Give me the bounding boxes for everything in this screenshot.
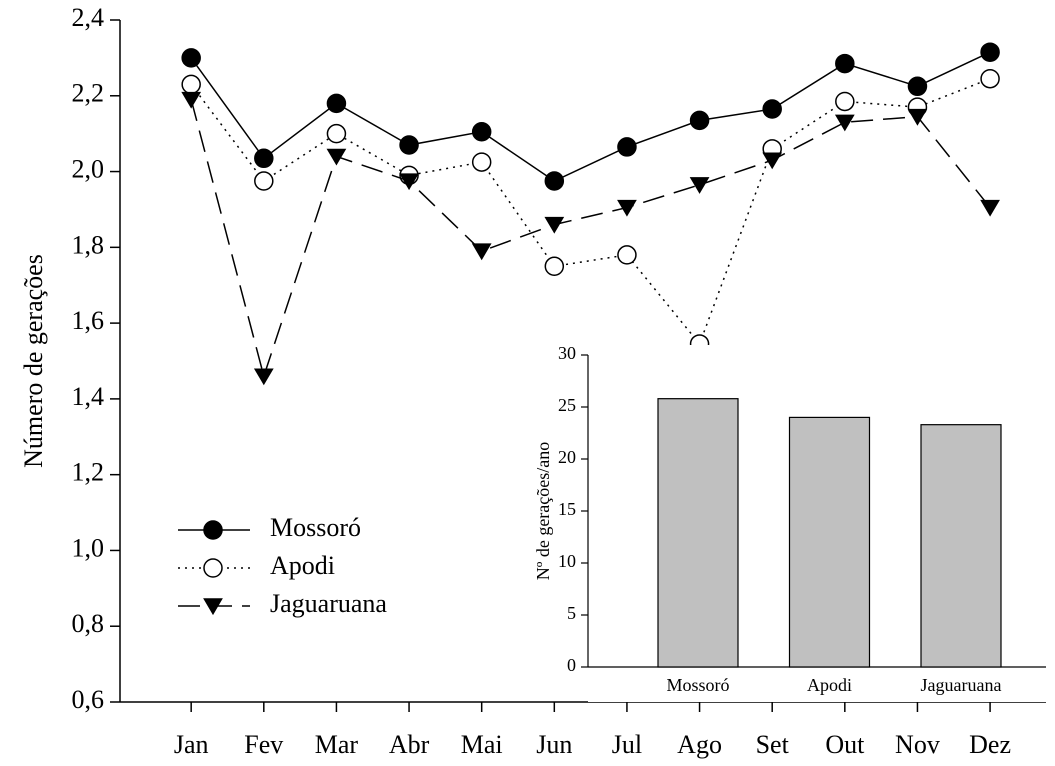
y-tick-label: 20: [558, 447, 576, 467]
x-tick-label: Nov: [895, 730, 940, 759]
x-tick-label: Set: [756, 730, 790, 759]
series-line: [190, 99, 991, 379]
y-tick-label: 1,4: [72, 382, 105, 411]
y-tick-label: 10: [558, 551, 576, 571]
y-tick-label: 1,6: [72, 306, 105, 335]
legend-marker: [203, 598, 223, 616]
x-tick-label: Ago: [677, 730, 722, 759]
y-tick-label: 2,4: [72, 3, 105, 32]
marker: [181, 91, 202, 109]
x-tick-label: Abr: [389, 730, 430, 759]
marker: [762, 152, 783, 170]
marker: [834, 114, 855, 132]
marker: [980, 68, 1000, 89]
marker: [980, 199, 1000, 217]
marker: [399, 135, 419, 155]
x-tick-label: Dez: [969, 730, 1011, 759]
marker: [835, 53, 855, 74]
marker: [617, 245, 637, 265]
x-tick-label: Out: [825, 730, 865, 759]
y-tick-label: 0: [567, 655, 576, 675]
x-tick-label: Jaguaruana: [921, 675, 1002, 695]
x-tick-label: Mai: [461, 730, 503, 759]
marker: [254, 171, 274, 191]
y-tick-label: 1,8: [72, 230, 105, 259]
y-tick-label: 5: [567, 603, 576, 623]
y-axis-label: Número de gerações: [19, 254, 48, 468]
bar: [920, 424, 1002, 668]
marker: [253, 368, 274, 386]
y-tick-label: 1,0: [72, 533, 105, 562]
marker: [689, 177, 710, 194]
marker: [907, 108, 928, 126]
x-tick-label: Jul: [612, 730, 642, 759]
legend-label: Mossoró: [270, 513, 361, 542]
marker: [326, 123, 347, 144]
marker: [617, 137, 637, 157]
marker: [617, 199, 637, 217]
y-tick-label: 30: [558, 343, 576, 363]
y-tick-label: 1,2: [72, 458, 105, 487]
y-tick-label: 0,8: [72, 609, 105, 638]
series-line: [190, 78, 991, 346]
marker: [544, 256, 565, 277]
x-tick-label: Jun: [536, 730, 572, 759]
y-tick-label: 2,0: [72, 155, 105, 184]
marker: [181, 48, 201, 68]
x-tick-label: Jan: [174, 730, 209, 759]
marker: [907, 76, 928, 97]
marker: [762, 99, 782, 119]
x-tick-label: Apodi: [807, 675, 852, 695]
marker: [471, 152, 492, 172]
marker: [544, 171, 565, 191]
series-line: [190, 51, 991, 182]
x-tick-label: Fev: [244, 730, 283, 759]
marker: [689, 110, 710, 131]
x-tick-label: Mar: [315, 730, 359, 759]
legend-label: Apodi: [270, 551, 335, 580]
marker: [980, 42, 1000, 62]
legend-label: Jaguaruana: [270, 589, 387, 618]
y-axis-label: Nº de gerações/ano: [533, 442, 553, 581]
marker: [181, 74, 201, 95]
y-tick-label: 25: [558, 395, 576, 415]
marker: [399, 173, 419, 191]
marker: [326, 93, 347, 114]
y-tick-label: 2,2: [72, 79, 105, 108]
legend-marker: [203, 520, 223, 540]
y-tick-label: 0,6: [72, 685, 105, 714]
marker: [254, 148, 274, 169]
marker: [835, 91, 855, 112]
legend-marker: [203, 558, 223, 578]
marker: [471, 122, 492, 142]
marker: [471, 243, 492, 261]
marker: [326, 148, 347, 166]
marker: [544, 216, 565, 234]
bar: [657, 398, 739, 668]
x-tick-label: Mossoró: [666, 675, 729, 695]
bar: [788, 416, 871, 668]
y-tick-label: 15: [558, 499, 576, 519]
